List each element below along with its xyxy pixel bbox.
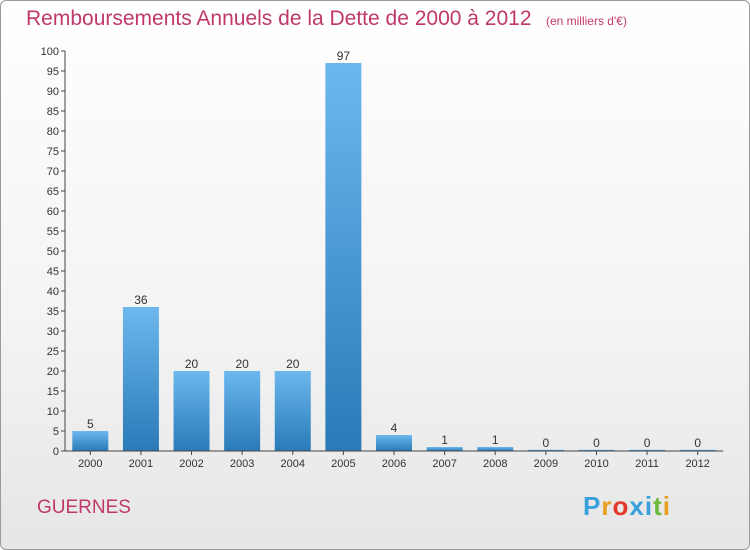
bar-2004: [274, 371, 311, 451]
x-tick-label-2007: 2007: [432, 458, 456, 470]
y-tick-label: 0: [53, 446, 59, 458]
y-tick-label: 15: [47, 386, 59, 398]
logo-letter: x: [629, 491, 645, 521]
logo-letter: i: [644, 491, 654, 521]
y-tick-label: 75: [47, 146, 59, 158]
x-tick-label-2012: 2012: [685, 458, 709, 470]
y-tick-label: 35: [47, 306, 59, 318]
bar-2009: [527, 449, 564, 451]
data-label-2002: 20: [185, 357, 199, 371]
y-tick-label: 20: [47, 366, 59, 378]
y-tick-label: 80: [47, 126, 59, 138]
bar-2010: [578, 449, 615, 451]
logo-letter: o: [612, 491, 630, 521]
y-tick-label: 40: [47, 286, 59, 298]
x-tick-label-2009: 2009: [534, 458, 558, 470]
x-tick-label-2000: 2000: [78, 458, 102, 470]
bar-2007: [426, 447, 463, 451]
x-tick-label-2002: 2002: [179, 458, 203, 470]
y-tick-label: 5: [53, 426, 59, 438]
y-tick-label: 90: [47, 86, 59, 98]
chart-unit: (en milliers d'€): [545, 14, 627, 28]
y-tick-label: 85: [47, 106, 59, 118]
y-tick-label: 55: [47, 226, 59, 238]
data-label-2008: 1: [492, 433, 499, 447]
data-label-2006: 4: [391, 421, 398, 435]
x-tick-label-2006: 2006: [382, 458, 406, 470]
x-tick-label-2003: 2003: [230, 458, 254, 470]
y-tick-label: 70: [47, 166, 59, 178]
logo-letter: P: [583, 491, 602, 521]
x-tick-label-2011: 2011: [635, 458, 659, 470]
y-tick-label: 45: [47, 266, 59, 278]
x-tick-label-2001: 2001: [129, 458, 153, 470]
title-row: Remboursements Annuels de la Dette de 20…: [26, 7, 627, 31]
data-label-2001: 36: [134, 293, 148, 307]
proxiti-logo: Proxiti: [583, 491, 671, 522]
data-label-2010: 0: [593, 436, 600, 450]
bar-2012: [679, 449, 716, 451]
data-label-2003: 20: [235, 357, 249, 371]
bar-2000: [72, 431, 109, 451]
y-tick-label: 25: [47, 346, 59, 358]
x-tick-label-2005: 2005: [331, 458, 355, 470]
bar-2008: [477, 447, 514, 451]
logo-letter: r: [601, 491, 613, 521]
bar-2011: [629, 449, 666, 451]
x-tick-label-2010: 2010: [584, 458, 608, 470]
chart-title: Remboursements Annuels de la Dette de 20…: [26, 7, 532, 30]
bar-2002: [173, 371, 210, 451]
y-tick-label: 95: [47, 66, 59, 78]
y-tick-label: 100: [41, 46, 59, 58]
y-tick-label: 60: [47, 206, 59, 218]
y-tick-label: 10: [47, 406, 59, 418]
y-tick-label: 30: [47, 326, 59, 338]
bar-2001: [122, 307, 159, 451]
data-label-2007: 1: [441, 433, 448, 447]
data-label-2005: 97: [337, 49, 351, 63]
bar-2003: [224, 371, 261, 451]
data-label-2009: 0: [543, 436, 550, 450]
y-tick-label: 50: [47, 246, 59, 258]
logo-letter: t: [653, 491, 663, 521]
data-label-2004: 20: [286, 357, 300, 371]
y-tick-label: 65: [47, 186, 59, 198]
x-tick-label-2008: 2008: [483, 458, 507, 470]
bar-2005: [325, 63, 362, 451]
commune-name: GUERNES: [37, 497, 131, 518]
logo-letter: i: [662, 491, 671, 521]
bar-2006: [376, 435, 412, 451]
x-tick-label-2004: 2004: [281, 458, 305, 470]
data-label-2012: 0: [694, 436, 701, 450]
data-label-2000: 5: [87, 417, 94, 431]
data-label-2011: 0: [644, 436, 651, 450]
